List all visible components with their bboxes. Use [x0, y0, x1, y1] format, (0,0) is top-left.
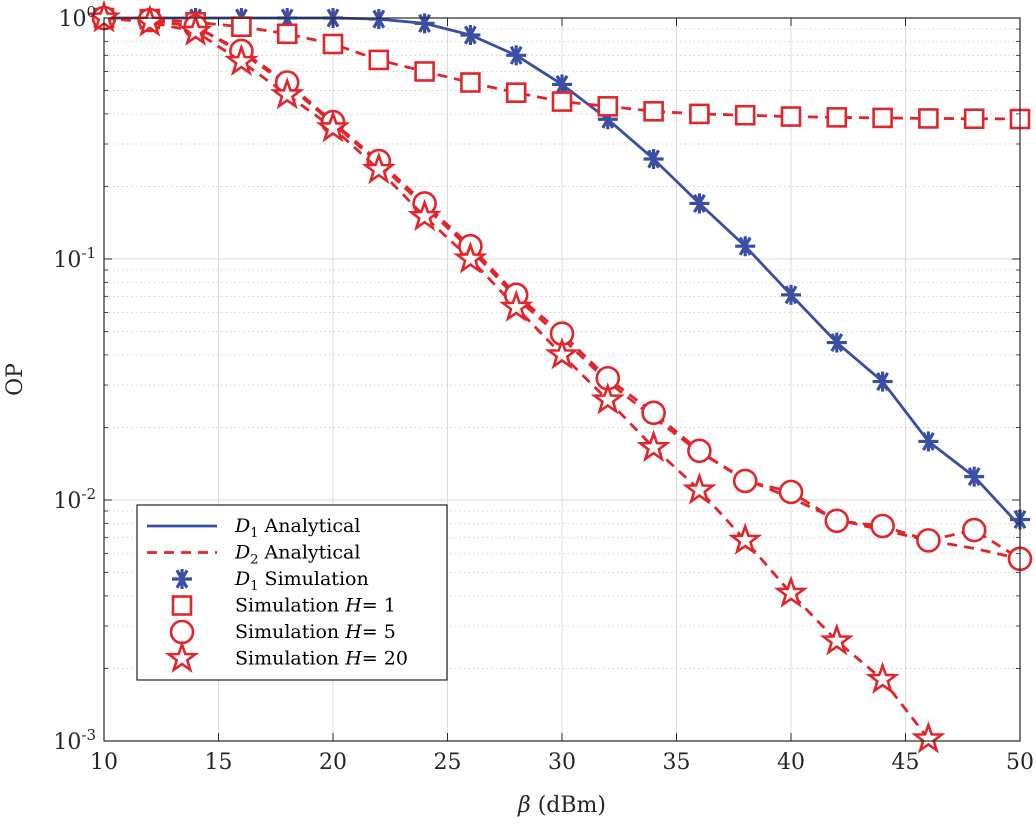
y-tick-label: 10-3	[53, 726, 96, 755]
legend-label: D1 Simulation	[234, 568, 369, 594]
series-6-point	[544, 336, 580, 370]
series-4-point	[460, 72, 481, 93]
legend-label: Simulation H= 20	[235, 648, 408, 670]
series-5-line	[103, 16, 1021, 560]
series-5-point	[732, 468, 758, 494]
series-6-point	[682, 472, 717, 505]
legend-marker-swatch	[171, 595, 193, 616]
series-4-point	[689, 103, 710, 125]
legend-entry: Simulation H= 5	[169, 619, 396, 645]
legend-entry: D1 Simulation	[172, 568, 369, 594]
series-6-point	[453, 241, 488, 274]
series-6-point	[773, 575, 809, 608]
series-5-point	[687, 438, 712, 464]
series-6-point	[636, 429, 671, 463]
series-3-point	[506, 45, 527, 66]
series-6-point	[865, 661, 900, 694]
x-tick-label: 35	[663, 750, 691, 775]
legend-label: D2 Analytical	[234, 542, 360, 568]
series-6-point	[224, 43, 259, 76]
series-4-point	[826, 107, 848, 128]
series-3-point	[781, 284, 801, 305]
x-tick-label: 50	[1006, 750, 1034, 775]
series-3-point	[918, 431, 939, 452]
series-3-point	[368, 9, 389, 30]
series-4-point	[963, 108, 985, 130]
series-4-point	[918, 108, 939, 129]
series-6-point	[178, 13, 213, 46]
series-4-point	[276, 23, 298, 45]
legend-label: D1 Analytical	[234, 515, 360, 541]
series-4-point	[780, 106, 802, 127]
series-5-point	[824, 508, 850, 534]
series-3-point	[735, 236, 756, 257]
series-4-point	[597, 96, 619, 117]
series-6-point	[911, 720, 946, 754]
series-2-line	[103, 16, 1021, 561]
x-tick-label: 20	[319, 750, 347, 775]
x-tick-label: 25	[434, 750, 462, 775]
legend-entry: Simulation H= 20	[164, 640, 408, 673]
legend-marker-swatch	[172, 569, 192, 589]
series-4-point	[505, 82, 527, 103]
x-axis-label: β (dBm)	[517, 793, 606, 818]
series-5-point	[870, 513, 895, 539]
legend-entry: Simulation H= 1	[171, 595, 396, 617]
series-6-point	[499, 289, 534, 322]
series-6-point	[819, 623, 854, 656]
series-6-point	[361, 151, 396, 185]
y-tick-label: 10-1	[53, 244, 96, 273]
series-4-point	[551, 91, 573, 112]
y-tick-label: 100	[58, 3, 96, 32]
x-tick-label: 45	[892, 750, 920, 775]
x-tick-label: 30	[548, 750, 576, 775]
series-3-point	[460, 25, 481, 46]
series-6-point	[270, 76, 305, 110]
series-4-point	[322, 33, 344, 55]
series-3-point	[552, 74, 572, 95]
series-4-point	[734, 104, 756, 126]
x-tick-label: 15	[205, 750, 233, 775]
series-4-point	[872, 107, 893, 129]
x-tick-label: 40	[777, 750, 805, 775]
legend-entry: D2 Analytical	[147, 542, 360, 568]
series-2	[103, 16, 1021, 561]
series-6-point	[407, 198, 442, 232]
series-6-point	[728, 522, 763, 555]
x-tick-label: 10	[90, 750, 118, 775]
legend-entry: D1 Analytical	[147, 515, 360, 541]
series-4-point	[414, 61, 435, 82]
series-4-point	[643, 101, 664, 122]
y-axis-label: OP	[3, 363, 28, 396]
series-6-point	[590, 382, 625, 415]
series-5-point	[778, 479, 804, 505]
series-3-point	[689, 193, 710, 214]
axis-ticks: 10 15 20 25 30 35 40 45 50 100 10-1 10-2 10-3	[53, 3, 1034, 775]
legend-marker-swatch	[164, 640, 200, 673]
legend-label: Simulation H= 1	[235, 595, 396, 617]
series-3-point	[643, 148, 664, 169]
series-3-point	[872, 371, 893, 392]
series-6	[86, 0, 946, 754]
series-6-point	[315, 109, 351, 143]
series-5-point	[641, 400, 666, 426]
series-3-point	[826, 332, 847, 353]
series-3-point	[414, 13, 435, 34]
series-3-point	[964, 466, 985, 487]
series-4-point	[368, 49, 390, 71]
legend-marker-swatch	[169, 619, 195, 645]
series-layer	[86, 0, 1033, 754]
series-5-point	[916, 528, 941, 553]
series-5-point	[961, 517, 987, 543]
series-4-point	[231, 16, 252, 38]
legend-box	[136, 504, 448, 681]
y-tick-label: 10-2	[53, 485, 96, 514]
legend-label: Simulation H= 5	[235, 621, 396, 643]
